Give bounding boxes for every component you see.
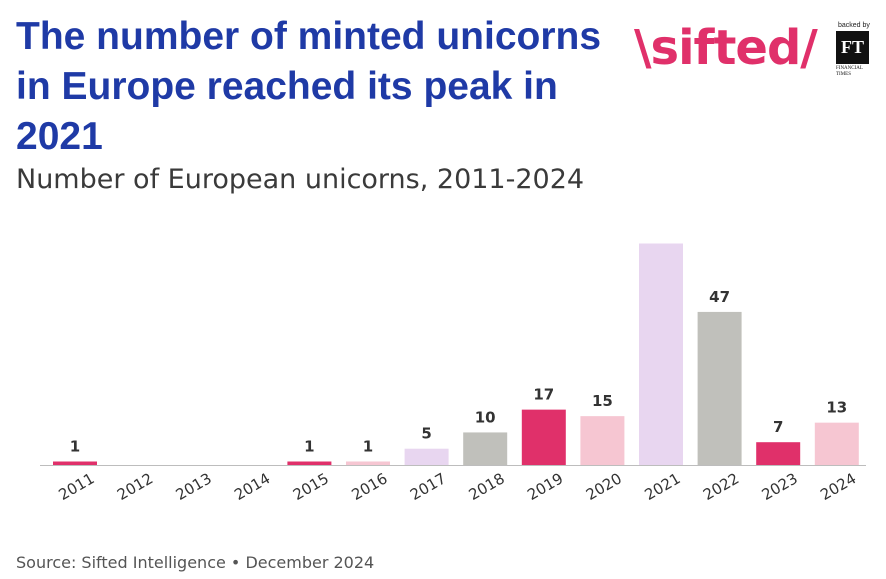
bar-2019 xyxy=(521,409,566,465)
x-tick-2014: 2014 xyxy=(231,469,273,504)
bar-2020 xyxy=(580,416,625,465)
bar-2016 xyxy=(346,461,390,465)
data-label-2017: 5 xyxy=(421,425,431,443)
x-tick-2020: 2020 xyxy=(583,469,625,504)
x-tick-2017: 2017 xyxy=(407,469,449,504)
data-label-2016: 1 xyxy=(363,438,373,456)
data-label-2020: 15 xyxy=(592,392,613,410)
x-tick-2024: 2024 xyxy=(817,469,859,504)
data-label-2011: 1 xyxy=(70,438,80,456)
ft-name: FINANCIAL TIMES xyxy=(836,66,863,77)
source-note: Source: Sifted Intelligence • December 2… xyxy=(16,553,375,572)
x-tick-2012: 2012 xyxy=(114,469,156,504)
backed-by-label: backed by xyxy=(838,22,870,29)
data-label-2024: 13 xyxy=(826,399,847,417)
bar-2023 xyxy=(756,442,801,465)
ft-logo: FT xyxy=(836,31,869,64)
x-tick-2023: 2023 xyxy=(759,469,801,504)
sifted-ft-logo: \sifted/ backed by FT FINANCIAL TIMES xyxy=(634,20,874,84)
data-label-2015: 1 xyxy=(304,438,314,456)
sifted-wordmark: \sifted/ xyxy=(634,20,818,76)
data-label-2023: 7 xyxy=(773,418,783,436)
x-tick-2013: 2013 xyxy=(173,469,215,504)
x-tick-2011: 2011 xyxy=(55,469,97,504)
data-label-2018: 10 xyxy=(475,408,496,426)
x-tick-2021: 2021 xyxy=(641,469,683,504)
bar-2021 xyxy=(639,243,683,465)
bar-2017 xyxy=(404,448,449,465)
data-label-2022: 47 xyxy=(709,288,730,306)
x-tick-2016: 2016 xyxy=(348,469,390,504)
bar-2015 xyxy=(287,461,332,465)
bar-2024 xyxy=(814,422,859,465)
data-label-2019: 17 xyxy=(533,386,554,404)
chart-title: The number of minted unicorns in Europe … xyxy=(16,15,602,158)
x-tick-2018: 2018 xyxy=(466,469,508,504)
bar-2022 xyxy=(697,311,742,465)
x-tick-2019: 2019 xyxy=(524,469,566,504)
x-tick-2015: 2015 xyxy=(290,469,332,504)
bar-2011 xyxy=(53,461,97,465)
bar-2018 xyxy=(463,432,508,465)
chart-subtitle: Number of European unicorns, 2011-2024 xyxy=(16,164,585,195)
x-tick-2022: 2022 xyxy=(700,469,742,504)
bar-chart: 1 2011 2012 2013 2014 1 2015 1 2016 5 2017 10 2018 17… xyxy=(40,243,866,504)
